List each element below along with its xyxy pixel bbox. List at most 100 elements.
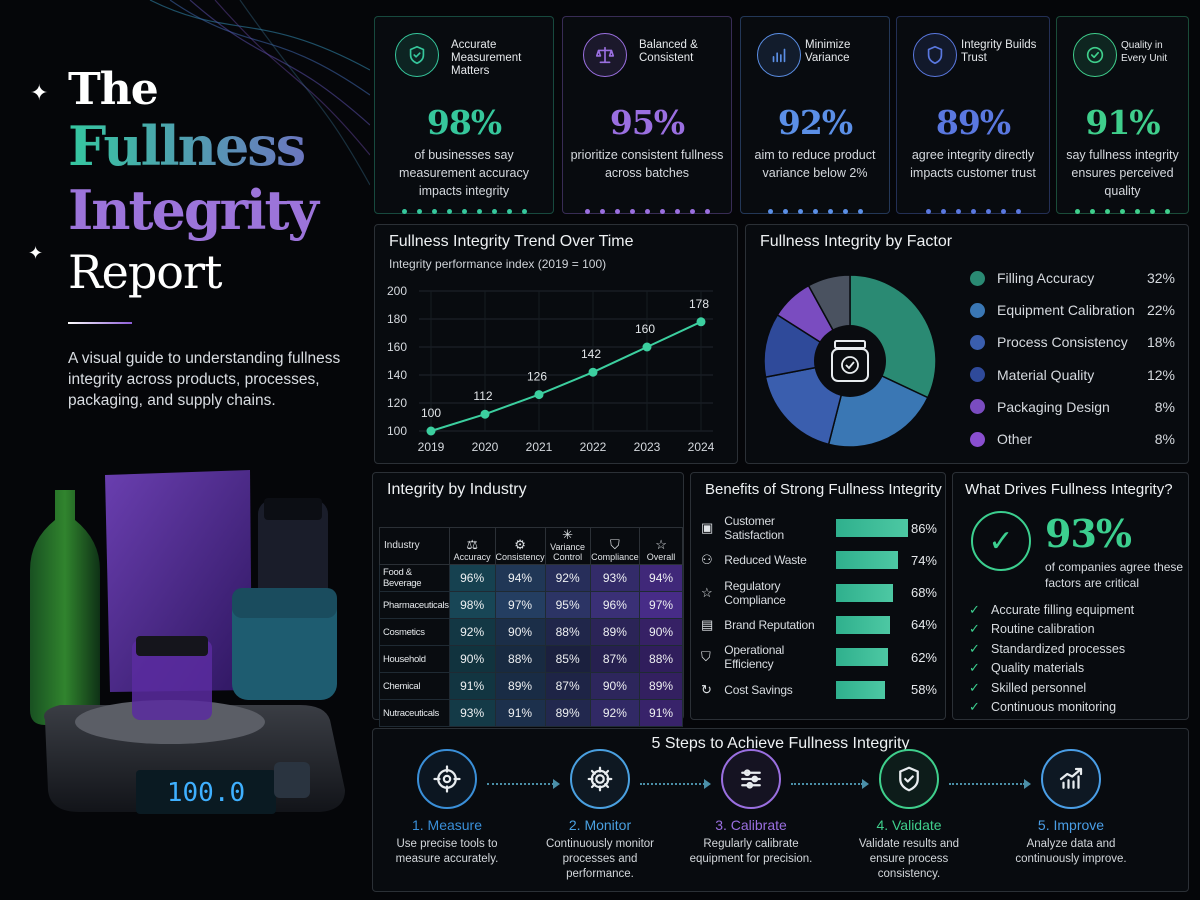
variance-icon: ✳ (562, 527, 574, 542)
shield-icon: ⛉ (701, 649, 711, 665)
column-label: Overall (646, 552, 676, 562)
star-icon: ☆ (701, 584, 713, 600)
table-cell: 96% (589, 591, 641, 619)
trend-line-chart: 100 120 140 160 180 200 2019 2020 2021 2022 2023 20… (387, 284, 715, 454)
table-cell: 98% (448, 591, 496, 619)
data-label: 100 (421, 406, 441, 420)
balance-scale-icon (583, 33, 627, 77)
table-cell: 93% (448, 699, 496, 727)
table-row: Nutraceuticals 93% 91% 89% 92% 91% (379, 699, 683, 727)
y-tick-label: 120 (387, 396, 407, 410)
table-cell: 94% (639, 564, 683, 592)
table-cell: 94% (494, 564, 546, 592)
shield-check-icon (879, 749, 939, 809)
driver-item: ✓ Accurate filling equipment (969, 601, 1169, 619)
table-cell: 92% (544, 564, 591, 592)
series-line (430, 320, 702, 432)
decorative-waves (149, 0, 370, 186)
benefit-row: ☆ Regulatory Compliance 68% (701, 579, 937, 607)
legend-item: Equipment Calibration 22% (970, 299, 1175, 321)
steps-title: 5 Steps to Achieve Fullness Integrity (651, 735, 910, 752)
table-cell: 85% (544, 645, 591, 673)
title-divider (68, 322, 132, 324)
stat-card: Balanced & Consistent 95% prioritize con… (562, 16, 732, 214)
benefit-value: 74% (910, 552, 937, 568)
stat-card: Accurate Measurement Matters 98% of busi… (374, 16, 554, 214)
driver-item: ✓ Standardized processes (969, 640, 1169, 658)
row-label: Chemical (379, 672, 450, 700)
x-tick-label: 2020 (472, 440, 499, 454)
step-desc: Regularly calibrate equipment for precis… (689, 838, 813, 865)
column-label: Consistency (495, 552, 545, 562)
checkmark-icon: ✓ (969, 602, 980, 617)
table-cell: 95% (544, 591, 591, 619)
legend-value: 32% (1146, 270, 1175, 286)
stat-dots (897, 209, 1049, 214)
column-header: ⛉ Compliance (589, 527, 641, 565)
legend-swatch (970, 431, 985, 447)
stat-desc: aim to reduce product variance below 2% (754, 148, 876, 180)
benefit-label: Cost Savings (724, 682, 793, 697)
stat-desc: prioritize consistent fullness across ba… (570, 148, 724, 180)
benefit-value: 58% (910, 682, 937, 697)
stat-value: 92% (777, 103, 853, 142)
row-label: Pharmaceuticals (379, 591, 450, 619)
table-cell: 91% (639, 699, 683, 727)
benefit-label: Brand Reputation (724, 617, 815, 632)
table-cell: 87% (589, 645, 641, 673)
legend-label: Other (997, 431, 1033, 447)
x-tick-label: 2024 (688, 440, 715, 454)
data-point (588, 367, 598, 377)
trend-chart-title: Fullness Integrity Trend Over Time (389, 233, 634, 250)
step-item: 5. Improve Analyze data and continuously… (996, 749, 1146, 867)
data-label: 178 (689, 297, 709, 311)
legend-item: Process Consistency 18% (970, 331, 1175, 353)
stat-value: 98% (426, 103, 502, 142)
stat-card: Integrity Builds Trust 89% agree integri… (896, 16, 1050, 214)
stat-label: Integrity Builds Trust (961, 39, 1037, 64)
shield-icon (913, 33, 957, 77)
benefit-bar-track (835, 583, 905, 602)
step-name: 5. Improve (1037, 817, 1105, 833)
column-header: ✳ Variance Control (544, 527, 591, 565)
legend-label: Process Consistency (997, 334, 1128, 351)
step-arrow (791, 779, 869, 789)
driver-label: Quality materials (991, 661, 1085, 676)
gear-icon: ⚙ (514, 537, 526, 552)
table-cell: 97% (639, 591, 683, 619)
checkmark-icon: ✓ (969, 621, 980, 637)
table-cell: 89% (589, 618, 641, 646)
benefit-label: Reduced Waste (724, 553, 807, 568)
check-circle-icon (1073, 33, 1117, 77)
stat-value: 91% (1085, 103, 1160, 142)
driver-item: ✓ Skilled personnel (969, 679, 1169, 697)
data-point (642, 342, 652, 352)
data-point (426, 426, 436, 436)
table-cell: 91% (448, 672, 496, 700)
table-row: Cosmetics 92% 90% 88% 89% 90% (379, 618, 683, 646)
table-cell: 89% (639, 672, 683, 700)
legend-swatch (970, 302, 985, 318)
stat-label: Balanced & Consistent (639, 39, 698, 64)
table-cell: 90% (589, 672, 641, 700)
y-tick-label: 160 (387, 340, 407, 354)
step-arrow (487, 779, 560, 789)
legend-value: 22% (1146, 302, 1175, 319)
benefit-bar-track (835, 551, 905, 570)
driver-label: Routine calibration (991, 622, 1095, 637)
balance-scale-icon: ⚖ (466, 537, 478, 552)
drivers-value: 93% (1045, 511, 1132, 556)
driver-item: ✓ Quality materials (969, 659, 1169, 677)
gear-icon (570, 749, 630, 809)
trend-up-icon (1041, 749, 1101, 809)
legend-item: Other 8% (970, 428, 1175, 450)
data-point (480, 409, 490, 419)
benefit-value: 68% (910, 585, 937, 601)
legend-value: 8% (1154, 398, 1175, 415)
drivers-card: What Drives Fullness Integrity? ✓ 93% of… (952, 472, 1189, 720)
step-desc: Validate results and ensure process cons… (858, 838, 960, 880)
driver-label: Standardized processes (991, 641, 1126, 656)
row-label: Household (379, 645, 450, 673)
table-cell: 90% (639, 618, 683, 646)
check-circle-icon: ✓ (971, 511, 1031, 571)
